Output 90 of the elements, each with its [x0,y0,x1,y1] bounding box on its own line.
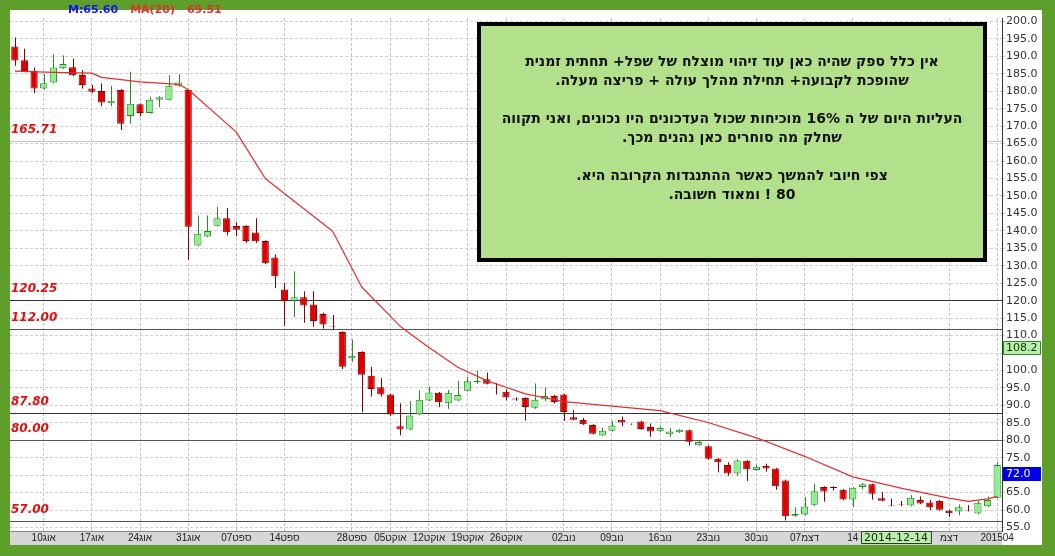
x-tick-label: 14 [847,531,859,543]
candlestick [743,459,751,482]
x-tick-label: 05אוקט [374,531,408,543]
ref-line-label: 112.00 [11,309,58,324]
x-tick-label: 12אוקט [412,531,446,543]
y-tick-label: 200.0 [1006,14,1038,28]
note-box: אין כלל ספק שהיה כאן עוד זיהוי מוצלח של שפל+ תחתית זמנית שהופכת לקבועה+ תחילת מהלך עולה + פריצה מעלה. העליות היום של ה 16% מוכיחות שכול העדכונים היו נכונים, ואני תקווה שחלק מה סוחרים כאן נהנים מכך. צפי חיובי להמשך כאשר ההתנגדות הקרובה היא. 80 ! ומאוד חשובה. [477,22,987,262]
y-tick-label: 60.0 [1006,502,1031,516]
y-tick-label: 130.0 [1006,258,1038,272]
y-tick-label: 150.0 [1006,188,1038,202]
x-tick-label: 07דצמ [790,531,820,543]
ref-line-label: 57.00 [11,501,49,516]
candlestick [800,496,809,517]
x-tick-label: 09נוב [600,531,624,543]
y-tick-label: 120.0 [1006,293,1038,307]
candlestick [309,290,317,328]
text: MA(20) [130,3,175,17]
x-tick-label: 16נוב [648,531,672,543]
candlestick [849,486,857,508]
candlestick [772,467,780,491]
y-tick-label: 140.0 [1006,223,1038,237]
candlestick [357,350,366,413]
x-tick-label: 10אוג [31,531,57,543]
y-tick-label: 75.0 [1006,450,1031,464]
text: M:65.60 [68,3,119,17]
candlestick [165,74,173,101]
y-tick-label: 165.0 [1006,136,1038,150]
candlestick [280,282,289,327]
x-tick-label: 14ספט [269,531,301,543]
x-tick-label: 26אוקט [489,531,523,543]
y-tick-label: 65.0 [1006,485,1031,499]
candlestick [377,377,385,398]
candlestick [290,270,298,318]
x-tick-label: 19אוקט [451,531,485,543]
y-tick-label: 160.0 [1006,153,1038,167]
annotation: 2014-12-14 [864,530,928,544]
candlestick [223,207,231,236]
candlestick [367,366,375,398]
x-tick-label: 23נוב [696,531,721,543]
y-tick-label: 145.0 [1006,206,1038,220]
x-tick-label: דצמ [940,531,959,543]
y-tick-label: 155.0 [1006,171,1038,185]
text: 69.51 [186,3,222,17]
text: 72.0 [1006,467,1031,481]
y-tick-label: 135.0 [1006,241,1038,255]
y-tick-label: 170.0 [1006,119,1038,133]
text: 108.2 [1006,341,1038,355]
candlestick [406,400,414,431]
y-tick-label: 195.0 [1006,31,1038,45]
y-tick-label: 180.0 [1006,84,1038,98]
candlestick [78,69,86,89]
candlestick [300,290,308,324]
y-tick-label: 90.0 [1006,398,1031,412]
x-tick-label: 02נוב [551,531,576,543]
ref-line-label: 87.80 [11,393,49,408]
ref-line-label: 165.71 [11,121,58,136]
candlestick [415,389,423,416]
candlestick [444,389,452,410]
y-tick-label: 100.0 [1006,363,1038,377]
candlestick [194,215,202,247]
candlestick [531,382,539,410]
y-tick-label: 175.0 [1006,101,1038,115]
candlestick [97,82,106,107]
y-tick-label: 55.0 [1006,520,1031,534]
candlestick [271,253,279,289]
candlestick [261,239,269,265]
candlestick [30,67,38,94]
candlestick [11,37,19,67]
y-tick-label: 95.0 [1006,380,1031,394]
x-tick-label: 28ספט [336,531,368,543]
candlestick [386,393,395,417]
y-tick-label: 190.0 [1006,49,1038,63]
candlestick [521,396,529,422]
y-tick-label: 185.0 [1006,66,1038,80]
x-tick-label: 201504 [980,531,1015,543]
candlestick [126,71,134,125]
candlestick [396,402,404,436]
ref-line-label: 80.00 [11,420,49,435]
x-tick-label: 31אוג [176,531,202,543]
y-tick-label: 80.0 [1006,433,1031,447]
x-tick-label: 07ספט [221,531,252,543]
x-tick-label: 24אוג [127,531,153,543]
x-tick-label: 30נוב [744,531,769,543]
ref-line-label: 120.25 [11,280,58,295]
y-tick-label: 125.0 [1006,276,1038,290]
y-tick-label: 115.0 [1006,310,1038,324]
x-tick-label: 17אוג [79,531,105,543]
y-tick-label: 85.0 [1006,415,1031,429]
candlestick [810,483,818,507]
y-tick-label: 110.0 [1006,328,1038,342]
